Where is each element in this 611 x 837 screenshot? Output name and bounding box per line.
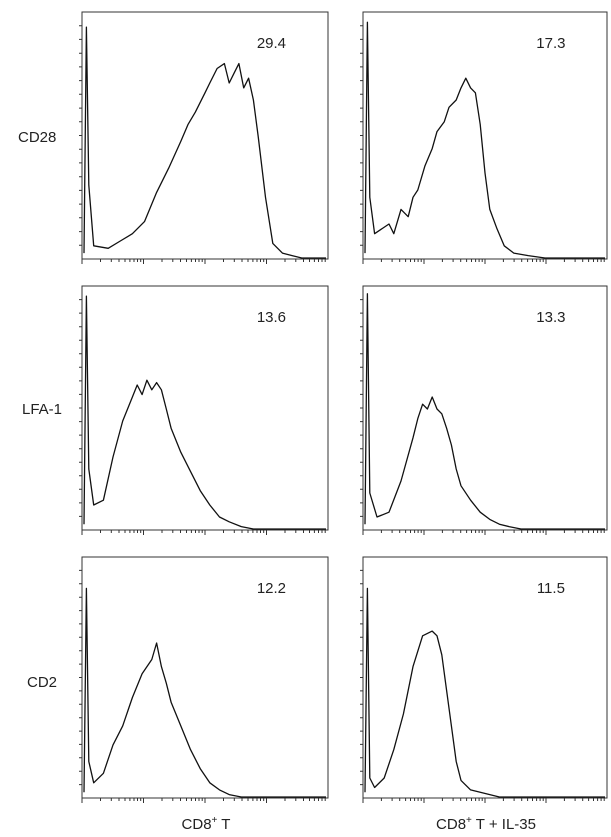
percentage-label-cd28-cd8-t-il35: 17.3	[536, 35, 565, 52]
panel-lfa-1-cd8-t: 13.6	[79, 285, 329, 535]
axis-ticks	[79, 25, 326, 264]
column-label-cd8-t-il35: CD8+ T + IL-35	[436, 815, 536, 833]
percentage-label-cd2-cd8-t-il35: 11.5	[537, 580, 565, 597]
panel-cd2-cd8-t-il35: 11.5	[360, 556, 608, 803]
histogram-curve-cd2-cd8-t	[83, 587, 326, 798]
panel-frame	[362, 285, 608, 531]
row-label-cd2: CD2	[27, 674, 57, 691]
panel-lfa-1-cd8-t-il35: 13.3	[360, 285, 608, 535]
row-label-cd28: CD28	[18, 129, 56, 146]
axis-ticks	[79, 569, 326, 803]
histogram-curve-lfa-1-cd8-t	[83, 295, 326, 530]
panel-cd2-cd8-t: 12.2	[79, 556, 329, 803]
panel-frame	[81, 285, 329, 531]
axis-ticks	[360, 25, 605, 264]
histogram-curve-lfa-1-cd8-t-il35	[364, 293, 605, 530]
axis-ticks	[360, 569, 605, 803]
histogram-curve-cd28-cd8-t-il35	[364, 21, 605, 259]
panel-frame	[362, 556, 608, 799]
panel-frame	[81, 11, 329, 260]
percentage-label-lfa-1-cd8-t-il35: 13.3	[536, 309, 565, 326]
panel-cd28-cd8-t-il35: 17.3	[360, 11, 608, 264]
axis-ticks	[79, 299, 326, 535]
histogram-curve-cd28-cd8-t	[83, 26, 326, 259]
panels-group: 29.4 17.3 13.6 13.3 12.2 11.5	[79, 11, 608, 803]
axis-ticks	[360, 299, 605, 535]
row-label-lfa1: LFA-1	[22, 401, 62, 418]
panel-cd28-cd8-t: 29.4	[79, 11, 329, 264]
histogram-curve-cd2-cd8-t-il35	[364, 587, 605, 798]
percentage-label-lfa-1-cd8-t: 13.6	[257, 309, 286, 326]
column-label-cd8-t: CD8+ T	[182, 815, 231, 833]
percentage-label-cd2-cd8-t: 12.2	[257, 580, 286, 597]
panel-frame	[81, 556, 329, 799]
panel-frame	[362, 11, 608, 260]
percentage-label-cd28-cd8-t: 29.4	[257, 35, 286, 52]
